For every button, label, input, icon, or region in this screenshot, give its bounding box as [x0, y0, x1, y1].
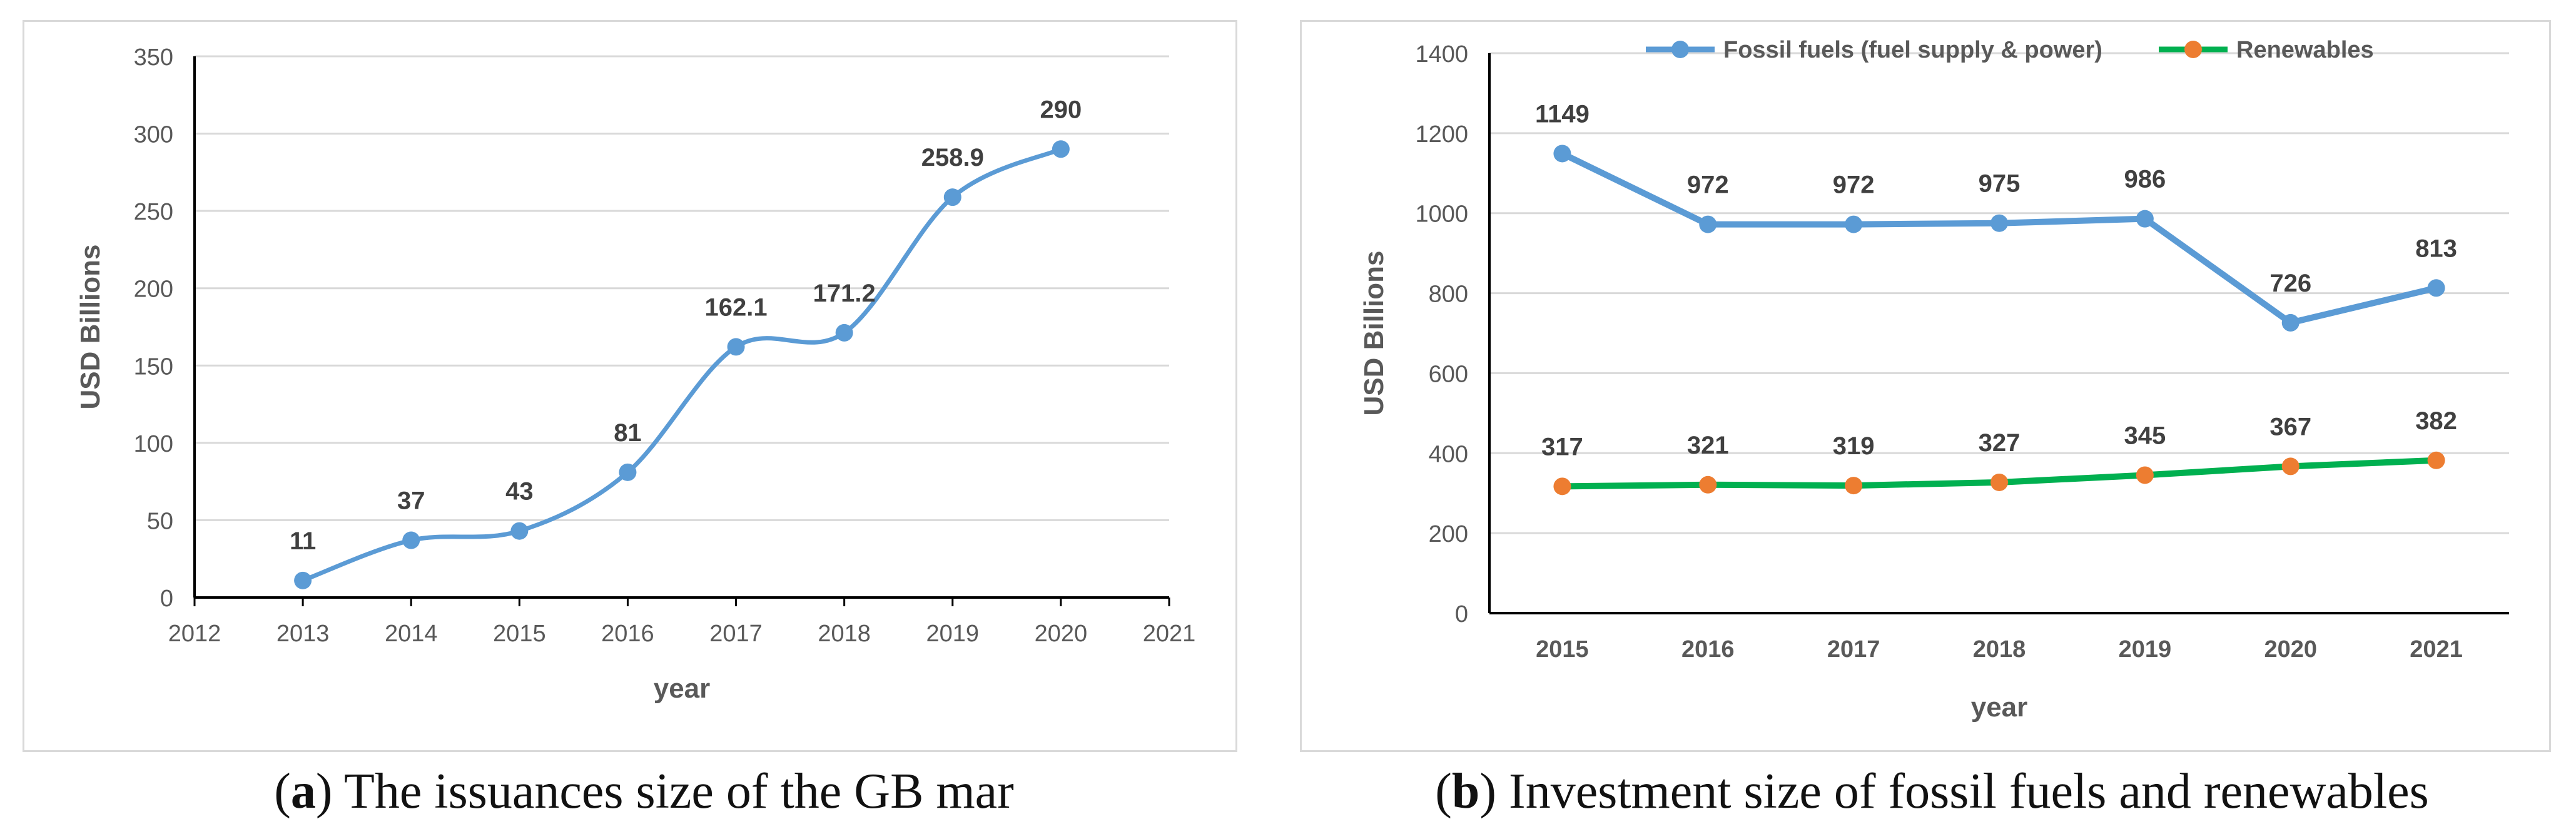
x-tick-label: 2015	[1536, 636, 1589, 663]
data-point	[1990, 473, 2008, 491]
caption-a-letter: a	[290, 764, 316, 819]
data-label: 81	[614, 419, 642, 447]
y-tick-label: 350	[134, 44, 173, 71]
x-tick-label: 2017	[709, 621, 763, 647]
data-label: 171.2	[813, 280, 876, 307]
caption-b-text: Investment size of fossil fuels and rene…	[1509, 764, 2429, 819]
y-tick-label: 400	[1429, 441, 1468, 467]
x-tick-label: 2014	[385, 621, 438, 647]
x-axis-title: year	[654, 673, 711, 704]
data-label: 43	[505, 478, 534, 506]
data-point	[619, 463, 637, 481]
x-tick-label: 2012	[168, 621, 221, 647]
y-axis-title: USD Billions	[1359, 250, 1389, 415]
caption-a-text: The issuances size of the GB mar	[344, 764, 1014, 819]
x-tick-label: 2016	[1681, 636, 1735, 663]
data-label: 258.9	[921, 144, 984, 171]
data-point	[727, 338, 745, 356]
x-axis-title: year	[1971, 692, 2028, 723]
data-point	[1990, 214, 2008, 232]
data-label: 972	[1833, 171, 1875, 199]
y-tick-label: 0	[1455, 601, 1468, 628]
caption-b: (b) Investment size of fossil fuels and …	[1435, 764, 2429, 819]
data-point	[2281, 457, 2300, 475]
data-label: 726	[2269, 270, 2311, 297]
y-tick-label: 1000	[1415, 201, 1468, 228]
data-label: 11	[290, 527, 316, 555]
data-label: 319	[1833, 432, 1875, 460]
y-tick-label: 300	[134, 122, 173, 148]
data-label: 327	[1979, 429, 2021, 457]
data-point	[1553, 477, 1571, 496]
y-tick-label: 150	[134, 353, 173, 380]
data-label: 321	[1687, 432, 1729, 459]
y-tick-label: 200	[134, 277, 173, 303]
data-point	[2427, 451, 2445, 469]
chart-panel-a: 0 50 100 150 200 250 300 350 2012 2013 2014 2015 201…	[23, 20, 1237, 752]
x-tick-label: 2018	[818, 621, 871, 647]
y-tick-label: 200	[1429, 521, 1468, 547]
x-tick-label: 2015	[493, 621, 546, 647]
data-label: 317	[1541, 433, 1583, 460]
data-point	[1699, 215, 1717, 233]
y-tick-label: 250	[134, 199, 173, 225]
x-tick-label: 2013	[276, 621, 330, 647]
x-tick-label: 2018	[1973, 636, 2026, 663]
data-point	[2281, 313, 2300, 332]
y-tick-label: 1400	[1415, 41, 1468, 68]
data-label: 1149	[1535, 100, 1590, 128]
data-point	[1052, 140, 1070, 158]
y-tick-label: 600	[1429, 361, 1468, 387]
y-axis-title: USD Billions	[75, 244, 106, 409]
data-label: 162.1	[705, 293, 768, 321]
data-point	[510, 522, 529, 540]
series-line-gb-issuances	[302, 147, 1062, 583]
data-label: 345	[2124, 422, 2166, 449]
data-point	[1845, 477, 1863, 495]
data-point	[2427, 279, 2445, 297]
data-label: 972	[1687, 171, 1729, 199]
y-tick-label: 1200	[1415, 121, 1468, 148]
x-tick-label: 2020	[2264, 636, 2317, 663]
x-tick-label: 2021	[1143, 621, 1196, 647]
y-tick-label: 0	[160, 586, 173, 612]
data-label: 986	[2124, 166, 2166, 193]
chart-b-svg: 0 200 400 600 800 1000 1200 1400 2015 2016 2017 201…	[1359, 37, 2509, 723]
y-tick-label: 800	[1429, 282, 1468, 308]
caption-b-letter: b	[1451, 764, 1480, 819]
data-point	[402, 531, 420, 549]
caption-a: (a) The issuances size of the GB mar	[274, 764, 1014, 819]
data-point	[1845, 215, 1863, 233]
x-tick-label: 2021	[2410, 636, 2463, 663]
legend-marker-fossil-fuels-fuel-supply-power	[1671, 41, 1689, 58]
legend-label-renewables: Renewables	[2236, 37, 2374, 63]
data-label: 975	[1979, 170, 2021, 198]
x-tick-label: 2020	[1035, 621, 1088, 647]
data-label: 290	[1040, 96, 1082, 123]
data-point	[835, 323, 853, 342]
legend-label-fossil-fuels-fuel-supply-power: Fossil fuels (fuel supply & power)	[1723, 37, 2102, 63]
legend-marker-renewables	[2184, 41, 2202, 58]
y-tick-label: 100	[134, 431, 173, 457]
chart-panel-b: 0 200 400 600 800 1000 1200 1400 2015 2016 2017 201…	[1300, 20, 2551, 752]
data-label: 382	[2415, 407, 2457, 435]
data-label: 367	[2269, 413, 2311, 440]
data-point	[2136, 466, 2154, 484]
y-tick-label: 50	[147, 508, 173, 534]
x-tick-label: 2019	[2119, 636, 2172, 663]
data-point	[294, 571, 312, 589]
x-tick-label: 2016	[601, 621, 654, 647]
x-tick-label: 2019	[926, 621, 980, 647]
data-point	[1553, 145, 1571, 163]
x-tick-label: 2017	[1827, 636, 1880, 663]
data-point	[1699, 475, 1717, 494]
data-point	[2136, 210, 2154, 228]
data-label: 37	[397, 487, 425, 515]
chart-a-svg: 0 50 100 150 200 250 300 350 2012 2013 2014 2015 201…	[75, 44, 1196, 704]
data-label: 813	[2415, 235, 2457, 262]
data-point	[943, 188, 961, 206]
